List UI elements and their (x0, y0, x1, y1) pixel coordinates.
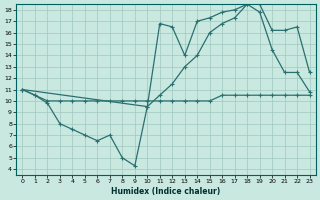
X-axis label: Humidex (Indice chaleur): Humidex (Indice chaleur) (111, 187, 221, 196)
